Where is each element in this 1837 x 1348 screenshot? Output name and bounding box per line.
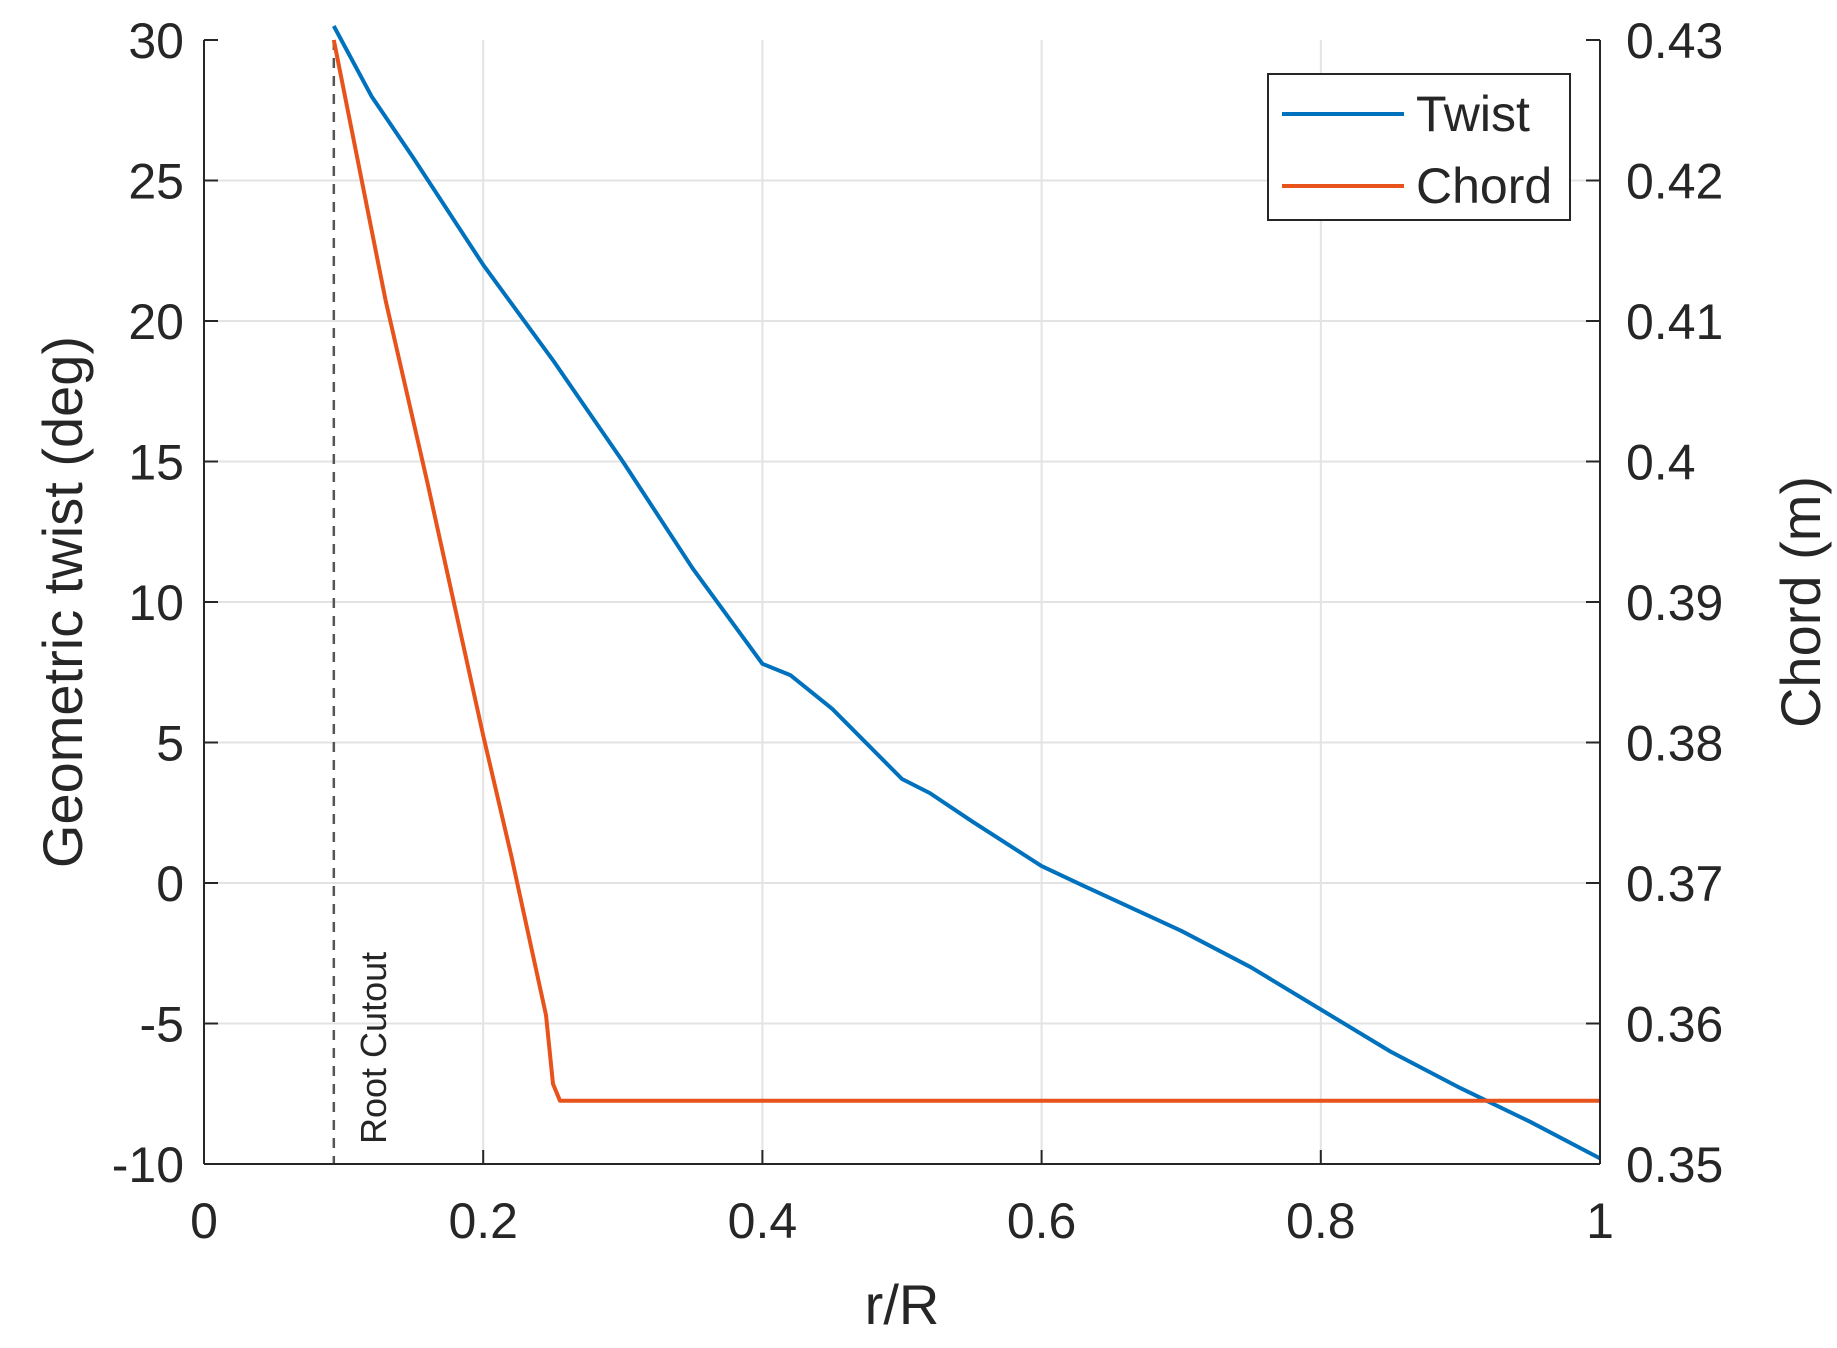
y-tick-label: 25	[128, 154, 184, 210]
x-tick-label: 0.8	[1286, 1193, 1356, 1249]
series-line-twist	[332, 25, 1601, 1161]
y-tick-label: 5	[156, 716, 184, 772]
legend-box	[1267, 73, 1571, 221]
series-line-chord	[331, 39, 1600, 1103]
series-group	[331, 25, 1601, 1161]
legend-label-twist: Twist	[1416, 86, 1530, 142]
root-cutout-label: Root Cutout	[353, 952, 394, 1144]
y2-tick-label: 0.38	[1626, 716, 1723, 772]
x-axis-label: r/R	[865, 1273, 940, 1336]
y2-tick-label: 0.42	[1626, 154, 1723, 210]
y-tick-label: -5	[140, 997, 184, 1053]
legend-label-chord: Chord	[1416, 158, 1552, 214]
y2-tick-label: 0.4	[1626, 435, 1696, 491]
x-tick-label: 0	[190, 1193, 218, 1249]
y-tick-label: 0	[156, 856, 184, 912]
y-tick-label: 30	[128, 13, 184, 69]
y2-tick-label: 0.41	[1626, 294, 1723, 350]
x-tick-label: 0.2	[448, 1193, 518, 1249]
x-tick-label: 0.4	[728, 1193, 798, 1249]
x-tick-label: 1	[1586, 1193, 1614, 1249]
legend: Twist Chord	[1267, 73, 1571, 221]
y2-tick-label: 0.36	[1626, 997, 1723, 1053]
y-tick-label: 15	[128, 435, 184, 491]
y2-tick-label: 0.35	[1626, 1137, 1723, 1193]
y2-tick-label: 0.39	[1626, 575, 1723, 631]
x-tick-label: 0.6	[1007, 1193, 1077, 1249]
reference-lines: Root Cutout	[332, 40, 394, 1164]
tick-labels: 0 0.2 0.4 0.6 0.8 1 -10 -5 0 5 10 15 20 25 30 0.35 0.36 0…	[112, 13, 1724, 1249]
y-axis-label: Geometric twist (deg)	[31, 336, 94, 868]
axes	[203, 39, 1601, 1165]
y2-tick-label: 0.37	[1626, 856, 1723, 912]
y-tick-label: 10	[128, 575, 184, 631]
y2-tick-label: 0.43	[1626, 13, 1723, 69]
y-tick-label: -10	[112, 1137, 184, 1193]
y-tick-label: 20	[128, 294, 184, 350]
y2-axis-label: Chord (m)	[1769, 476, 1832, 728]
